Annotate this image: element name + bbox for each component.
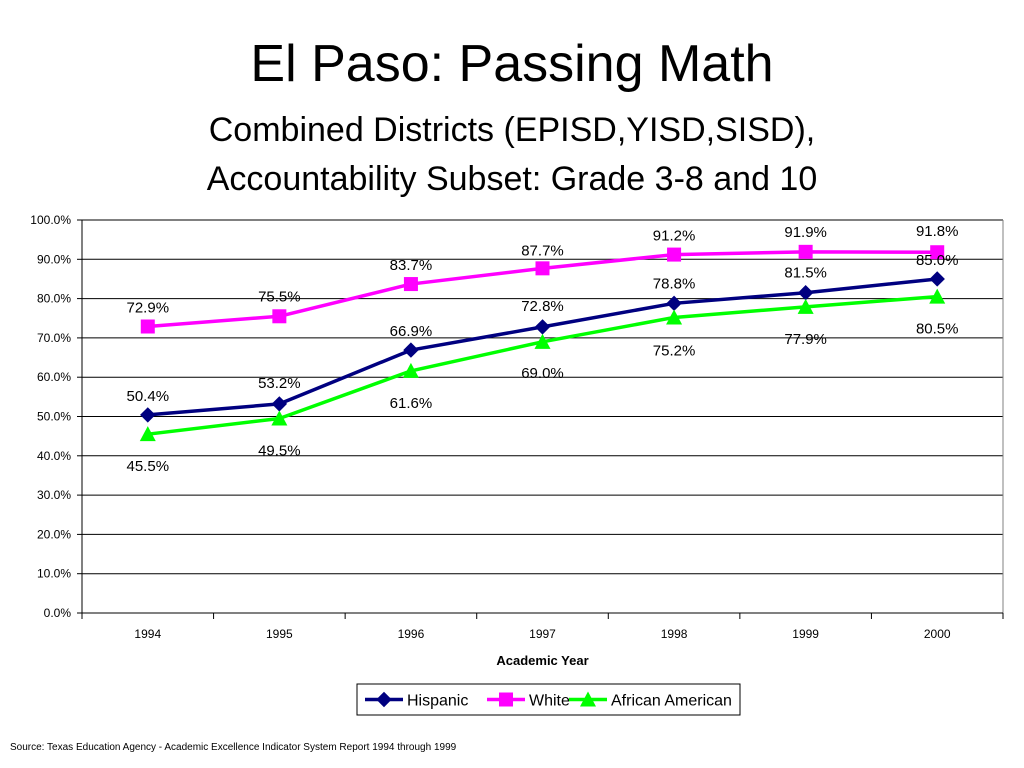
data-label-white: 87.7% [521,242,564,259]
y-tick-label: 100.0% [30,213,71,227]
data-label-hispanic: 81.5% [784,265,827,282]
data-point-african-american [139,426,156,442]
data-label-hispanic: 53.2% [258,375,301,392]
data-point-african-american [666,309,683,325]
data-point-white [930,245,945,260]
data-label-white: 75.5% [258,288,301,305]
data-label-white: 83.7% [390,257,433,274]
legend-box [356,683,741,716]
data-point-white [798,244,813,259]
data-label-african-american: 75.2% [653,342,696,359]
data-label-african-american: 49.5% [258,442,301,459]
x-axis-title: Academic Year [496,653,588,668]
data-point-african-american [271,410,288,426]
y-tick-label: 0.0% [44,606,72,620]
data-point-hispanic [140,407,156,423]
data-point-hispanic [797,284,814,301]
legend-label-hispanic: Hispanic [407,693,468,710]
data-point-white [403,277,418,292]
y-tick-label: 60.0% [37,370,71,384]
data-label-african-american: 45.5% [127,458,170,475]
data-label-white: 91.2% [653,228,696,245]
x-tick-label: 1999 [792,627,819,641]
data-label-hispanic: 50.4% [127,388,170,405]
y-tick-label: 80.0% [37,292,71,306]
data-label-hispanic: 85.0% [916,252,959,269]
chart-subtitle-line2: Accountability Subset: Grade 3-8 and 10 [206,160,818,198]
x-tick-label: 1996 [398,627,425,641]
data-label-white: 91.8% [916,223,959,240]
y-tick-label: 40.0% [37,449,71,463]
legend-marker-white [499,692,513,707]
y-tick-label: 10.0% [37,567,71,581]
data-point-african-american [402,362,419,378]
data-point-african-american [534,333,551,349]
x-tick-label: 1995 [266,627,293,641]
x-tick-label: 1997 [529,627,556,641]
data-label-hispanic: 66.9% [390,323,433,340]
y-tick-label: 30.0% [37,488,71,502]
y-tick-label: 90.0% [37,252,71,266]
data-label-white: 91.9% [784,224,827,241]
legend-marker-hispanic [376,691,392,708]
data-point-hispanic [271,396,288,412]
data-label-white: 72.9% [127,300,170,317]
data-label-african-american: 61.6% [390,395,433,412]
data-point-hispanic [929,271,945,287]
data-label-african-american: 77.9% [784,331,827,348]
chart-title: El Paso: Passing Math [250,35,774,93]
chart-subtitle-line1: Combined Districts (EPISD,YISD,SISD), [208,111,816,149]
data-point-hispanic [403,342,419,358]
data-point-african-american [797,298,814,314]
data-label-hispanic: 78.8% [653,275,696,292]
y-tick-label: 50.0% [37,410,71,424]
data-label-hispanic: 72.8% [521,298,564,315]
data-point-african-american [929,288,946,304]
y-tick-label: 20.0% [37,527,71,541]
legend-label-white: White [529,693,570,710]
x-tick-label: 1994 [134,627,161,641]
data-point-white [535,261,550,276]
data-point-white [140,319,155,334]
data-label-african-american: 69.0% [521,365,564,382]
y-tick-label: 70.0% [37,331,71,345]
legend-label-african-american: African American [611,693,732,710]
data-label-african-american: 80.5% [916,321,959,338]
data-point-hispanic [534,319,551,335]
source-note: Source: Texas Education Agency - Academi… [10,742,457,753]
x-tick-label: 1998 [661,627,688,641]
x-tick-label: 2000 [924,627,951,641]
data-point-white [272,309,287,324]
legend-marker-african-american [580,691,596,707]
data-point-white [667,247,682,262]
